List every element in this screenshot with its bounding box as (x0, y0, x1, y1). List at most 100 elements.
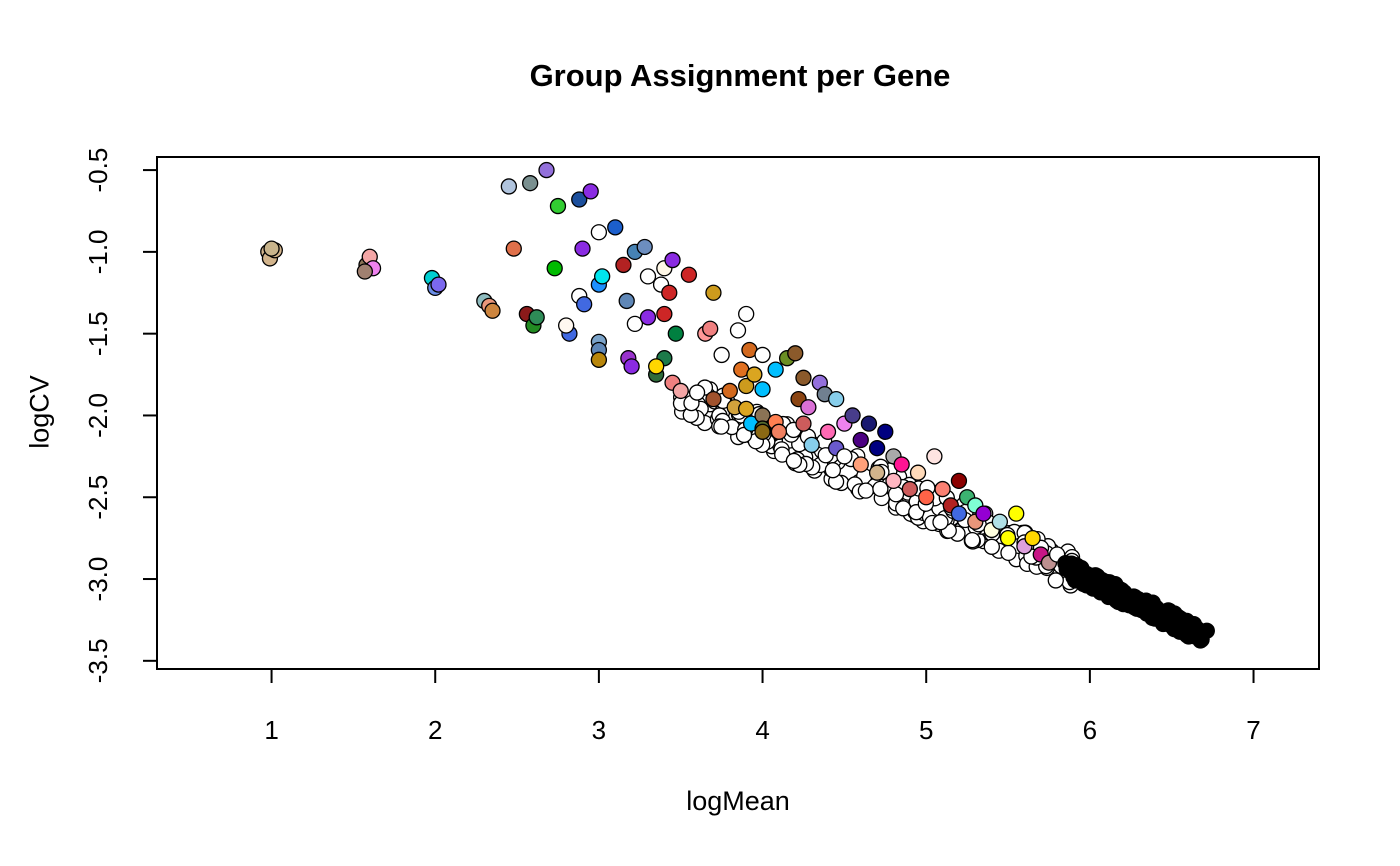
data-point (1166, 605, 1183, 622)
data-point (484, 302, 501, 319)
data-point (430, 276, 447, 293)
data-point (785, 452, 803, 470)
data-point (713, 418, 730, 435)
data-point (607, 219, 624, 236)
data-point (787, 345, 804, 362)
data-point (738, 400, 755, 418)
data-point (909, 464, 927, 481)
y-tick-label: -1.0 (83, 229, 113, 274)
data-point (754, 423, 771, 440)
y-axis: -0.5 -1.0 -1.5 -2.0 -2.5 -3.0 -3.5 (83, 148, 158, 683)
data-point (999, 529, 1017, 547)
data-point (828, 390, 845, 408)
x-tick-label: 2 (428, 715, 442, 745)
data-point (893, 456, 910, 473)
data-point (803, 436, 820, 454)
data-point (1008, 505, 1025, 522)
data-point (574, 240, 591, 257)
data-point (648, 358, 665, 375)
data-point (800, 399, 817, 416)
data-point (623, 358, 640, 375)
y-tick-label: -3.5 (83, 638, 113, 683)
data-point (860, 415, 878, 432)
data-point (521, 175, 539, 192)
data-point (615, 256, 632, 274)
data-point (594, 268, 611, 285)
data-point (705, 284, 722, 301)
data-point (1000, 544, 1017, 562)
data-point (767, 361, 784, 378)
data-point (975, 505, 992, 522)
data-point (877, 423, 894, 440)
data-point (746, 366, 763, 383)
data-point (705, 390, 722, 408)
data-point (571, 191, 588, 208)
data-point (852, 456, 869, 473)
x-axis-label: logMean (686, 786, 790, 816)
data-point (626, 315, 644, 332)
data-point (618, 292, 635, 310)
data-point (819, 423, 837, 440)
x-tick-label: 7 (1246, 715, 1260, 745)
data-point (661, 284, 678, 301)
chart-title: Group Assignment per Gene (529, 58, 951, 93)
data-point (590, 224, 608, 241)
data-point (950, 505, 968, 522)
data-point (356, 263, 374, 280)
y-tick-label: -1.5 (83, 311, 113, 356)
data-point (934, 480, 951, 498)
data-point (528, 309, 545, 326)
x-tick-label: 1 (264, 715, 278, 745)
data-point (852, 431, 869, 449)
data-point (824, 462, 842, 479)
data-point (1138, 605, 1155, 622)
data-point (887, 486, 905, 503)
data-point (872, 480, 889, 498)
x-tick-label: 5 (919, 715, 933, 745)
data-point (844, 407, 861, 424)
data-point (656, 305, 673, 323)
x-tick-label: 3 (592, 715, 606, 745)
data-point (950, 472, 968, 490)
y-tick-label: -2.0 (83, 393, 113, 438)
data-point (721, 382, 738, 400)
x-tick-label: 4 (755, 715, 769, 745)
data-point (500, 178, 518, 195)
data-point (680, 266, 698, 283)
data-point (505, 240, 522, 257)
data-point (901, 480, 918, 498)
data-point (885, 472, 902, 490)
data-point (918, 489, 935, 506)
y-tick-label: -2.5 (83, 475, 113, 520)
data-point (926, 448, 943, 465)
data-point (582, 183, 599, 200)
data-point (1024, 529, 1041, 547)
data-point (1047, 572, 1064, 589)
data-point (263, 240, 280, 257)
data-point (688, 384, 706, 401)
x-tick-label: 6 (1083, 715, 1097, 745)
y-tick-label: -0.5 (83, 148, 113, 193)
data-point (795, 369, 812, 386)
data-point (713, 346, 730, 364)
data-point (1075, 572, 1092, 590)
data-point (664, 251, 681, 269)
data-point (770, 423, 788, 440)
data-point (868, 440, 886, 457)
data-point (738, 305, 755, 323)
data-point (667, 325, 684, 342)
data-point (1180, 628, 1197, 645)
y-axis-label: logCV (24, 375, 55, 449)
data-point (754, 381, 771, 398)
data-point (754, 346, 771, 364)
data-point (636, 238, 653, 256)
data-point (702, 320, 719, 337)
data-point (991, 513, 1009, 530)
data-point (836, 448, 853, 465)
data-point (639, 268, 657, 285)
data-point (590, 351, 608, 368)
data-point (546, 260, 563, 277)
data-point (672, 382, 689, 400)
